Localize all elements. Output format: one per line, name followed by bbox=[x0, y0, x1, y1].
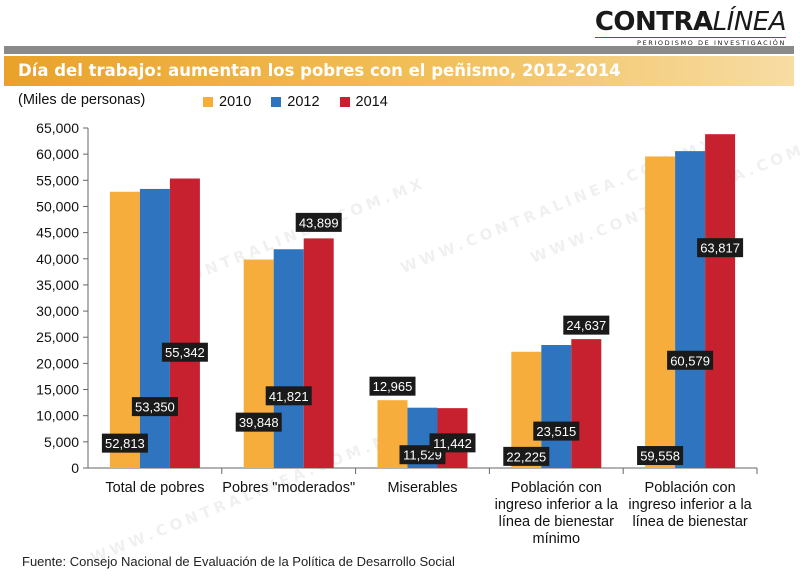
y-tick-label: 40,000 bbox=[36, 251, 79, 267]
data-label-box bbox=[265, 386, 312, 406]
legend-item-2014: 2014 bbox=[339, 94, 388, 110]
source-note: Fuente: Consejo Nacional de Evaluación d… bbox=[22, 554, 455, 569]
category-label: Pobres "moderados" bbox=[222, 480, 355, 496]
data-label: 59,558 bbox=[640, 449, 680, 464]
logo-wordmark: CONTRALÍNEA bbox=[594, 7, 787, 37]
data-label-box bbox=[637, 446, 684, 466]
data-label: 63,817 bbox=[700, 241, 740, 256]
bar-2010 bbox=[645, 156, 676, 468]
bar-2012 bbox=[139, 188, 170, 468]
legend-label-2014: 2014 bbox=[355, 94, 388, 110]
header-rule bbox=[4, 46, 794, 54]
logo-tagline: PERIODISMO DE INVESTIGACIÓN bbox=[594, 37, 786, 47]
y-tick-label: 30,000 bbox=[36, 303, 79, 319]
data-label: 24,637 bbox=[566, 318, 606, 333]
data-label: 39,848 bbox=[239, 415, 279, 430]
y-axis-unit-label: (Miles de personas) bbox=[18, 92, 146, 108]
legend-swatch-2012 bbox=[271, 97, 282, 107]
data-label-box bbox=[161, 342, 208, 362]
data-label: 60,579 bbox=[670, 353, 710, 368]
bar-2014 bbox=[705, 134, 736, 469]
data-label-box bbox=[563, 315, 610, 335]
y-tick-label: 20,000 bbox=[36, 355, 79, 371]
logo-light: LÍNEA bbox=[712, 7, 787, 37]
data-label-box bbox=[235, 412, 282, 432]
y-tick-label: 55,000 bbox=[36, 172, 79, 188]
data-label: 52,813 bbox=[105, 436, 145, 451]
y-tick-label: 45,000 bbox=[36, 225, 79, 241]
bar-2010 bbox=[243, 259, 274, 468]
y-tick-label: 65,000 bbox=[36, 120, 79, 136]
data-label: 22,225 bbox=[506, 449, 546, 464]
data-label-box bbox=[131, 397, 178, 417]
bar-2012 bbox=[675, 151, 706, 468]
category-label: Población con bbox=[645, 480, 736, 496]
y-tick-label: 50,000 bbox=[36, 198, 79, 214]
data-label: 41,821 bbox=[269, 389, 309, 404]
legend-label-2012: 2012 bbox=[287, 94, 320, 110]
category-label: Miserables bbox=[387, 480, 457, 496]
category-label: línea de bienestar bbox=[499, 514, 614, 530]
bar-2014 bbox=[303, 238, 334, 468]
y-tick-label: 15,000 bbox=[36, 382, 79, 398]
category-label: Población con bbox=[511, 480, 602, 496]
legend: 2010 2012 2014 bbox=[203, 94, 388, 110]
bar-2014 bbox=[169, 178, 200, 468]
data-label-box bbox=[503, 446, 550, 466]
y-tick-label: 60,000 bbox=[36, 146, 79, 162]
data-label: 43,899 bbox=[299, 215, 339, 230]
bar-2014 bbox=[571, 339, 602, 468]
legend-swatch-2010 bbox=[203, 97, 213, 107]
category-label: línea de bienestar bbox=[632, 514, 747, 530]
legend-item-2010: 2010 bbox=[203, 94, 251, 110]
legend-label-2010: 2010 bbox=[219, 94, 252, 110]
chart-title: Día del trabajo: aumentan los pobres con… bbox=[18, 61, 621, 80]
legend-item-2012: 2012 bbox=[271, 94, 320, 110]
data-label: 53,350 bbox=[135, 400, 175, 415]
data-label-box bbox=[697, 238, 744, 258]
contralinea-logo: CONTRALÍNEA PERIODISMO DE INVESTIGACIÓN bbox=[594, 7, 787, 47]
title-bar: Día del trabajo: aumentan los pobres con… bbox=[4, 56, 794, 86]
data-label-box bbox=[101, 433, 148, 453]
logo-bold: CONTRA bbox=[594, 7, 713, 37]
category-label: ingreso inferior a la bbox=[628, 497, 752, 513]
y-tick-label: 5,000 bbox=[44, 434, 79, 450]
data-label-box bbox=[533, 421, 580, 441]
bar-2012 bbox=[273, 249, 304, 468]
data-label: 11,442 bbox=[433, 436, 472, 451]
y-tick-label: 0 bbox=[71, 460, 79, 476]
data-label-box bbox=[429, 433, 476, 453]
y-tick-label: 35,000 bbox=[36, 277, 79, 293]
legend-swatch-2014 bbox=[339, 97, 350, 107]
data-label: 12,965 bbox=[373, 379, 413, 394]
category-label: ingreso inferior a la bbox=[495, 497, 619, 513]
data-label-box bbox=[295, 212, 342, 232]
data-label-box bbox=[369, 376, 416, 396]
y-tick-label: 25,000 bbox=[36, 329, 79, 345]
category-label: Total de pobres bbox=[105, 480, 204, 496]
bar-2010 bbox=[109, 191, 140, 469]
y-tick-label: 10,000 bbox=[36, 408, 79, 424]
data-label-box bbox=[667, 350, 714, 370]
data-label: 23,515 bbox=[536, 424, 576, 439]
category-label: mínimo bbox=[533, 531, 581, 547]
data-label: 55,342 bbox=[165, 345, 205, 360]
